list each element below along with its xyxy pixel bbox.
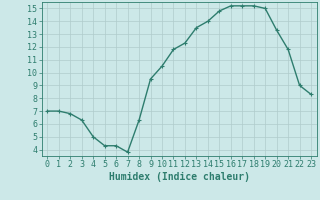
X-axis label: Humidex (Indice chaleur): Humidex (Indice chaleur): [109, 172, 250, 182]
